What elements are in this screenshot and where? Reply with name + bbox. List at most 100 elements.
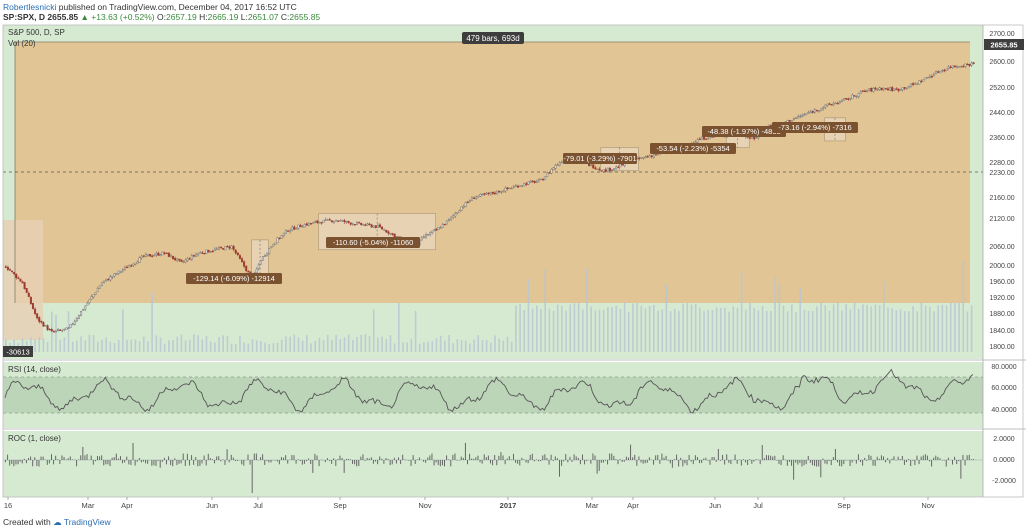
roc-bar [324,460,326,463]
roc-bar [193,460,195,465]
roc-bar [48,460,50,464]
roc-bar [172,460,174,467]
roc-bar [30,456,32,460]
volume-bar [176,336,179,352]
candle [479,193,482,198]
candle [834,102,837,105]
roc-bar [163,457,165,460]
price-tick-label: 2360.00 [989,135,1014,142]
roc-bar [793,460,795,480]
candle [328,217,331,221]
roc-bar [46,460,48,465]
range-label: 479 bars, 693d [466,34,519,43]
candle [872,86,875,93]
roc-bar [452,454,454,460]
volume-bar [122,309,124,352]
author-link[interactable]: Robertlesnicki [3,2,57,12]
candle [807,110,810,114]
open-label: O: [157,12,166,22]
roc-bar [301,460,303,465]
time-axis[interactable]: 16 Mar Apr Jun Jul Sep Nov 2017 Mar Apr Jun Jul Sep N… [4,497,935,510]
roc-bar [724,460,726,465]
chart-canvas[interactable]: 2660.002600.002520.002440.002360.002280.… [0,0,1026,512]
price-tick-label: 1800.00 [989,344,1014,351]
annotation-badge [186,273,282,284]
price-badge: 2655.85 [990,41,1017,50]
volume-bar [172,340,174,352]
volume-bar [749,302,751,352]
candle [429,231,432,237]
roc-bar [822,458,824,460]
candle [420,235,423,241]
roc-bar [268,460,270,463]
candle [178,258,181,262]
candle [353,224,356,226]
roc-bar [701,460,703,464]
roc-bar [550,454,552,460]
roc-bar [627,457,629,460]
roc-bar [27,458,29,460]
volume-bar [665,284,668,352]
volume-bar [544,269,546,352]
candle [34,307,37,316]
candle [504,186,507,194]
candle [790,120,793,122]
roc-bar [621,460,623,462]
volume-bar [581,309,584,352]
roc-bar [448,459,450,460]
roc-bar [699,460,701,464]
candle [161,251,164,256]
roc-bar [412,455,414,460]
roc-bar [82,446,84,460]
volume-bar [807,310,810,352]
candle [648,154,651,158]
candle [874,86,877,91]
volume-bar [561,305,563,352]
roc-bar [502,455,504,460]
roc-bar [636,460,638,466]
roc-bar [40,456,42,460]
tradingview-logo-icon: ☁ [53,517,62,527]
roc-bar [715,460,717,462]
candle [366,222,369,227]
volume-bar [117,339,120,352]
volume-bar [745,309,747,352]
price-tick-label: 1880.00 [989,311,1014,318]
roc-bar [673,459,675,460]
price-tick-label: 2700.00 [989,31,1014,38]
candle [640,157,643,159]
candle [815,109,818,112]
roc-bar [609,453,611,460]
candle [496,190,499,195]
candle [77,314,80,320]
price-axis[interactable]: 2660.002600.002520.002440.002360.002280.… [989,31,1014,351]
volume-bar [306,335,308,352]
volume-bar [648,306,651,352]
volume-bar [891,308,893,352]
volume-bar [398,302,400,352]
roc-bar [638,456,640,460]
candle [516,184,519,189]
volume-bar [251,339,254,352]
candle [234,249,237,255]
candle [215,246,218,251]
roc-bar [42,456,44,460]
volume-bar [272,343,275,352]
roc-bar [429,455,431,460]
price-tick-label: 2160.00 [989,195,1014,202]
candle [932,72,935,77]
roc-bar [126,456,128,460]
candle [477,195,480,198]
roc-bar [586,460,588,461]
volume-bar [460,339,463,352]
price-tick-label: 2440.00 [989,110,1014,117]
volume-bar [297,337,300,352]
tradingview-link[interactable]: TradingView [63,517,111,527]
candle [537,178,540,183]
roc-bar [199,460,201,466]
candle [75,316,78,323]
candle [895,87,898,90]
candle [128,264,131,268]
volume-bar [59,339,61,352]
roc-bar [333,458,335,460]
